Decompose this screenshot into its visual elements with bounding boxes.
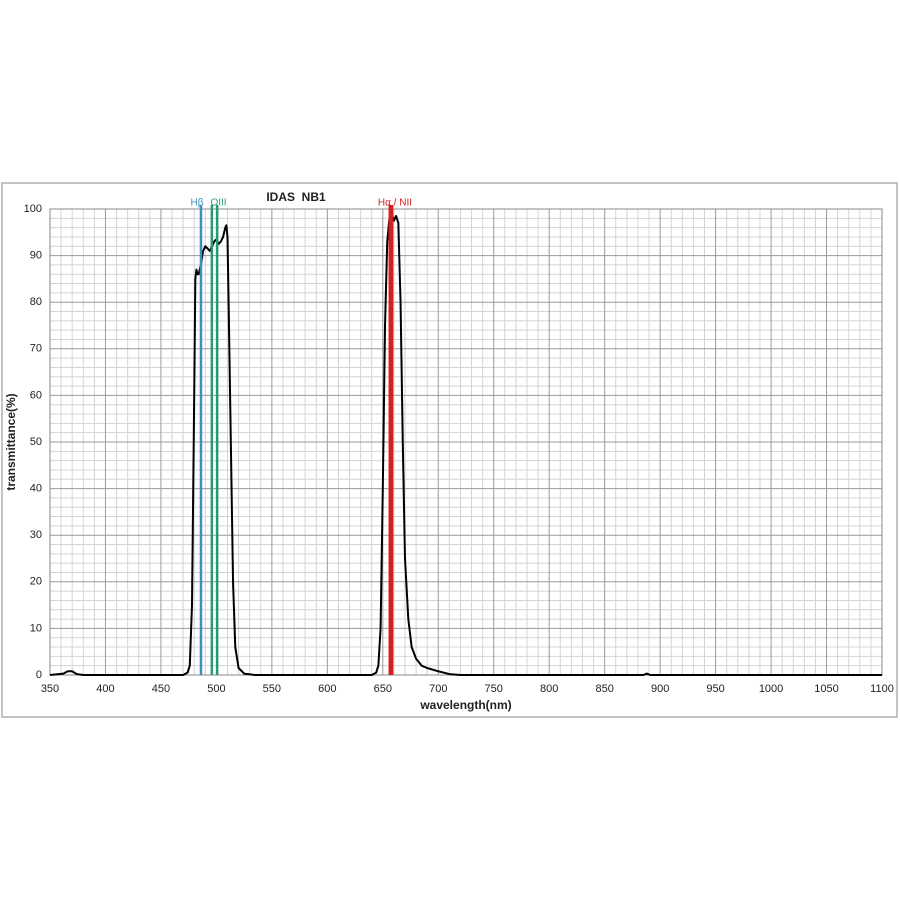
x-tick-label: 650 (374, 683, 392, 695)
x-tick-label: 500 (207, 683, 225, 695)
y-tick-label: 10 (30, 622, 42, 634)
y-tick-label: 0 (36, 669, 42, 681)
y-axis-label: transmittance(%) (4, 393, 18, 490)
x-tick-label: 800 (540, 683, 558, 695)
y-tick-label: 60 (30, 389, 42, 401)
x-tick-label: 550 (263, 683, 281, 695)
x-tick-label: 850 (595, 683, 613, 695)
y-tick-label: 20 (30, 576, 42, 588)
emission-label: Hα / NII (378, 198, 412, 209)
x-tick-label: 700 (429, 683, 447, 695)
x-tick-label: 400 (96, 683, 114, 695)
y-tick-label: 40 (30, 483, 42, 495)
y-tick-label: 50 (30, 436, 42, 448)
y-tick-label: 70 (30, 343, 42, 355)
chart-title: IDAS NB1 (266, 190, 326, 204)
transmission-curve (49, 212, 882, 676)
x-tick-label: 600 (318, 683, 336, 695)
emission-label: OIII (210, 198, 226, 209)
emission-label: Hβ (190, 198, 203, 209)
x-tick-label: 950 (706, 683, 724, 695)
x-tick-label: 350 (41, 683, 59, 695)
x-tick-label: 1050 (814, 683, 838, 695)
y-tick-label: 100 (24, 203, 42, 215)
x-tick-label: 1100 (870, 683, 894, 695)
x-axis-label: wavelength(nm) (419, 698, 511, 712)
x-tick-label: 450 (152, 683, 170, 695)
y-tick-label: 90 (30, 250, 42, 262)
x-tick-label: 900 (651, 683, 669, 695)
x-tick-label: 750 (485, 683, 503, 695)
x-tick-label: 1000 (759, 683, 783, 695)
y-tick-label: 80 (30, 296, 42, 308)
y-tick-label: 30 (30, 529, 42, 541)
